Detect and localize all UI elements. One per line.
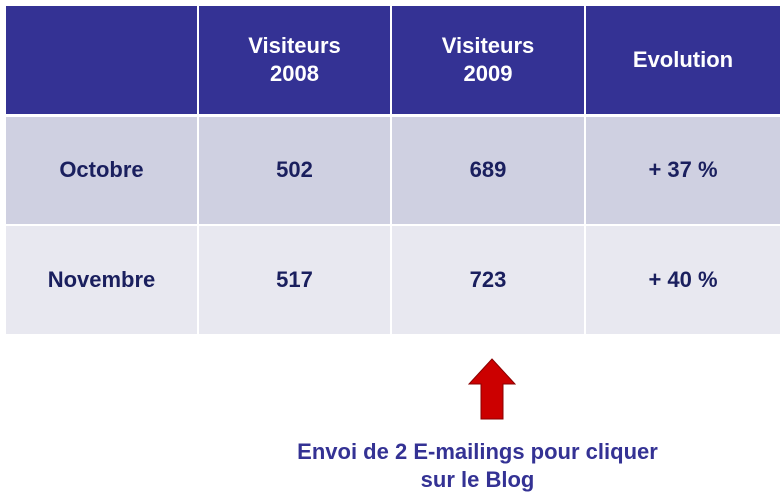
- header-visitors-2009-year: 2009: [463, 60, 513, 86]
- header-visitors-2009: Visiteurs 2009: [390, 4, 586, 117]
- header-empty-cell: [4, 4, 199, 117]
- table-row: Novembre 517 723 + 40 %: [4, 224, 782, 336]
- month-cell: Novembre: [4, 224, 199, 336]
- header-visitors-2008: Visiteurs 2008: [197, 4, 392, 117]
- evolution-cell: + 37 %: [584, 114, 782, 226]
- header-visitors-2008-label: Visiteurs: [248, 32, 341, 58]
- visitors-2009-cell: 723: [390, 224, 586, 336]
- table-header-row: Visiteurs 2008 Visiteurs 2009 Evolution: [4, 4, 782, 117]
- month-cell: Octobre: [4, 114, 199, 226]
- visitors-table: Visiteurs 2008 Visiteurs 2009 Evolution …: [4, 4, 782, 336]
- visitors-2009-cell: 689: [390, 114, 586, 226]
- annotation-caption: Envoi de 2 E-mailings pour cliquer sur l…: [200, 438, 755, 494]
- visitors-2008-cell: 517: [197, 224, 392, 336]
- header-visitors-2008-year: 2008: [270, 60, 319, 86]
- header-visitors-2009-label: Visiteurs: [441, 32, 535, 58]
- evolution-cell: + 40 %: [584, 224, 782, 336]
- table-row: Octobre 502 689 + 37 %: [4, 114, 782, 226]
- up-arrow-icon: [468, 358, 516, 420]
- visitors-2008-cell: 502: [197, 114, 392, 226]
- up-arrow-shape: [468, 358, 516, 420]
- header-evolution: Evolution: [584, 4, 782, 117]
- annotation-line-1: Envoi de 2 E-mailings pour cliquer: [297, 439, 658, 464]
- annotation-line-2: sur le Blog: [420, 467, 535, 492]
